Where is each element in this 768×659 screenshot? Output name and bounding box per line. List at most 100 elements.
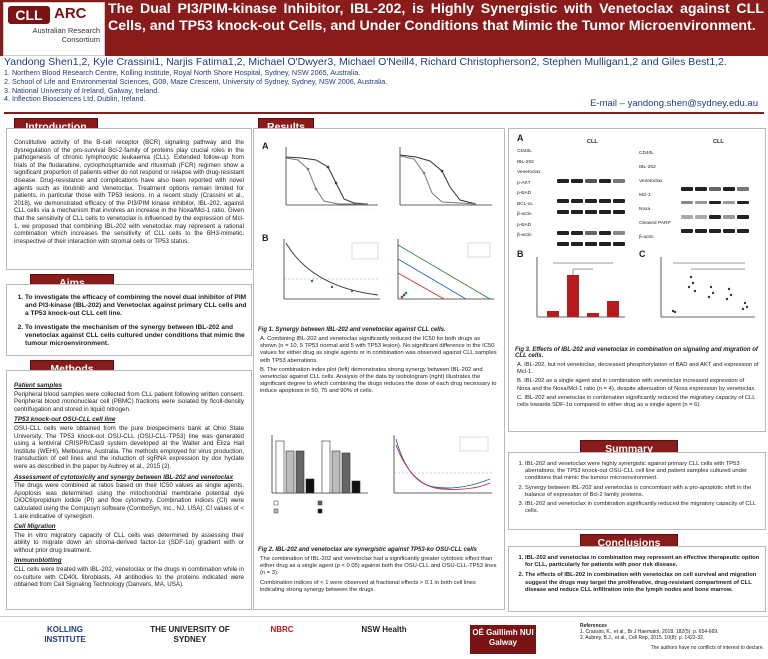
- aims-panel: To investigate the efficacy of combining…: [6, 284, 252, 356]
- nsw-health-logo: NSW Health: [361, 625, 407, 634]
- reference-item: 2. Aubrey, B.J., et al., Cell Rep, 2015.…: [580, 635, 705, 641]
- aim-item: To investigate the efficacy of combining…: [25, 294, 251, 318]
- wb-row-label: Venetoclax: [517, 170, 541, 175]
- fig2-caption-block: Fig 2. IBL-202 and venetoclax are synerg…: [258, 547, 498, 596]
- fig3-point: B. IBL-202 as a single agent and in comb…: [517, 378, 756, 392]
- methods-paragraph: CLL cells were treated with IBL-202, ven…: [14, 566, 244, 589]
- fig1-point: B. The combination index plot (left) dem…: [260, 366, 497, 395]
- author-bar: Yandong Shen1,2, Kyle Crassini1, Narjis …: [0, 56, 768, 69]
- wb-row-label: Mcl-1: [639, 193, 651, 198]
- fig1-a-left-curve: [285, 147, 378, 210]
- nui-galway-logo: OÉ Gaillimh NUI Galway: [470, 625, 536, 654]
- fig3-c-label: C: [639, 249, 646, 259]
- affiliation-item: 4. Inflection Biosciences Ltd, Dublin, I…: [4, 94, 146, 104]
- logo-arc-text: ARC: [54, 5, 87, 22]
- fig2-point: The combination of IBL-202 and venetocla…: [260, 556, 497, 577]
- methods-subheading: Immunoblotting: [14, 557, 62, 565]
- introduction-panel: Constitutive activity of the B-cell rece…: [6, 128, 252, 270]
- conclusions-panel: IBL-202 and venetoclax in combination ma…: [508, 546, 766, 612]
- fig3-point: A. IBL-202, but not venetoclax, decrease…: [517, 362, 759, 376]
- summary-item: IBL-202 and venetoclax in combination si…: [525, 501, 763, 515]
- fig3-b-label: B: [517, 249, 524, 259]
- wb-row-label: IBL-202: [517, 159, 534, 165]
- wb-bands-right: [681, 187, 749, 233]
- fig2-caption: Fig 2. IBL-202 and venetoclax are synerg…: [258, 547, 477, 553]
- header-bar: CLL ARC Australian Research Consortium T…: [0, 0, 768, 56]
- poster-title: The Dual PI3/PIM-kinase Inhibitor, IBL-2…: [108, 1, 764, 34]
- fig2-bar-chart-osu: [271, 435, 368, 514]
- wb-row-label: p-BAD: [517, 222, 532, 228]
- conclusion-item: The effects of IBL-202 in combination wi…: [525, 572, 763, 594]
- wb-group-label: CLL: [713, 139, 724, 145]
- wb-row-label: β-actin: [639, 235, 654, 240]
- fig3-a-label: A: [517, 133, 524, 143]
- methods-paragraph: OSU-CLL cells were obtained from the pur…: [14, 424, 244, 470]
- introduction-text: Constitutive activity of the B-cell rece…: [14, 139, 244, 245]
- western-blot-right: CLL CD40L IBL-202 Venetoclax Mcl-1 Noxa …: [639, 139, 759, 249]
- nbrc-logo: NBRC: [270, 625, 294, 634]
- footer-bar: KOLLING INSTITUTE THE UNIVERSITY OF SYDN…: [0, 616, 768, 659]
- methods-subheading: Cell Migration: [14, 523, 56, 531]
- wb-row-label: Cleaved PARP: [639, 221, 671, 226]
- fig1-caption: Fig 1. Synergy between IBL-202 and venet…: [258, 327, 446, 333]
- wb-row-label: p-AKT: [517, 180, 531, 186]
- fig3-panel: A CLL CD40L IBL-202 Venetoclax p-AKT p-B…: [508, 128, 766, 432]
- affiliation-item: 3. National University of Ireland, Galwa…: [4, 85, 160, 95]
- wb-row-label: BCL-xL: [517, 201, 533, 207]
- fig3-point: C. IBL-202 and venetoclax in combination…: [517, 394, 756, 409]
- methods-panel: Patient samples Peripheral blood samples…: [6, 370, 252, 610]
- fig1-point: A. Combining IBL-202 and venetoclax sign…: [260, 336, 497, 364]
- results-panel: A B: [253, 128, 505, 610]
- fig1-a-right-curve: [399, 147, 492, 206]
- methods-subheading: Patient samples: [14, 382, 62, 389]
- fig1-b-label: B: [262, 233, 269, 243]
- fig3-caption-block: Fig 3. Effects of IBL-202 and venetoclax…: [515, 347, 759, 411]
- fig3-caption: Fig 3. Effects of IBL-202 and venetoclax…: [515, 347, 758, 359]
- methods-subheading: TP53 knock-out OSU-CLL cell line: [14, 416, 116, 424]
- fig1-a-label: A: [262, 141, 269, 151]
- wb-row-label: CD40L: [517, 149, 532, 154]
- fig1-b-ci-plot: [283, 239, 380, 300]
- methods-paragraph: The drugs were combined at ratios based …: [14, 482, 244, 520]
- reference-item: 1. Crassini, K., et al., Br J Haematol, …: [580, 629, 719, 635]
- western-blot-left: CLL CD40L IBL-202 Venetoclax p-AKT p-BAD…: [517, 139, 635, 249]
- wb-bands-left: [557, 179, 625, 246]
- wb-row-label: p-BAD: [517, 191, 532, 196]
- wb-row-label: β-actin: [517, 233, 532, 238]
- wb-row-label: Venetoclax: [639, 179, 663, 184]
- conflict-disclaimer: The authors have no conflicts of interes…: [650, 645, 764, 651]
- wb-row-labels: CD40L IBL-202 Venetoclax p-AKT p-BAD BCL…: [517, 147, 553, 242]
- logo-subtitle: Australian Research Consortium: [32, 26, 100, 44]
- conclusion-item: IBL-202 and venetoclax in combination ma…: [525, 555, 763, 569]
- summary-item: Synergy between IBL-202 and venetoclax i…: [525, 485, 763, 499]
- references-title: References: [580, 623, 607, 629]
- fig3-b-bar-chart: [536, 257, 625, 318]
- fig2-ci-plot: [393, 435, 492, 494]
- wb-row-label: IBL-202: [639, 165, 656, 170]
- header-divider: [4, 112, 764, 114]
- wb-row-label: β-actin: [517, 212, 532, 217]
- usyd-logo: THE UNIVERSITY OF SYDNEY: [150, 625, 230, 644]
- wb-row-label: Noxa: [639, 207, 651, 212]
- references-block: References 1. Crassini, K., et al., Br J…: [580, 623, 764, 651]
- contact-email[interactable]: E-mail – yandong.shen@sydney.edu.au: [590, 98, 758, 109]
- aim-item: To investigate the mechanism of the syne…: [25, 324, 251, 348]
- methods-subheading: Assessment of cytotoxicity and synergy b…: [14, 473, 234, 481]
- author-list: Yandong Shen1,2, Kyle Crassini1, Narjis …: [4, 56, 727, 68]
- fig2-point: Combination indices of < 1 were observed…: [260, 579, 476, 593]
- affiliations: 1. Northern Blood Research Centre, Kolli…: [4, 68, 524, 104]
- fig1-b-isobologram: [397, 239, 494, 300]
- fig3-c-scatter: [660, 257, 755, 318]
- wb-group-label: CLL: [587, 139, 598, 145]
- wb-row-label: CD40L: [639, 151, 654, 156]
- summary-panel: IBL-202 and venetoclax were highly syner…: [508, 452, 766, 530]
- summary-item: IBL-202 and venetoclax were highly syner…: [525, 461, 763, 483]
- cll-arc-logo: CLL ARC Australian Research Consortium: [3, 2, 105, 56]
- affiliation-item: 2. School of Life and Environmental Scie…: [4, 76, 388, 86]
- methods-paragraph: Peripheral blood samples were collected …: [14, 390, 244, 413]
- methods-paragraph: The in vitro migratory capacity of CLL c…: [14, 531, 244, 554]
- fig1-caption-block: Fig 1. Synergy between IBL-202 and venet…: [258, 327, 498, 398]
- wb-row-labels: CD40L IBL-202 Venetoclax Mcl-1 Noxa Clea…: [639, 147, 675, 245]
- kolling-logo: KOLLING INSTITUTE: [44, 625, 86, 644]
